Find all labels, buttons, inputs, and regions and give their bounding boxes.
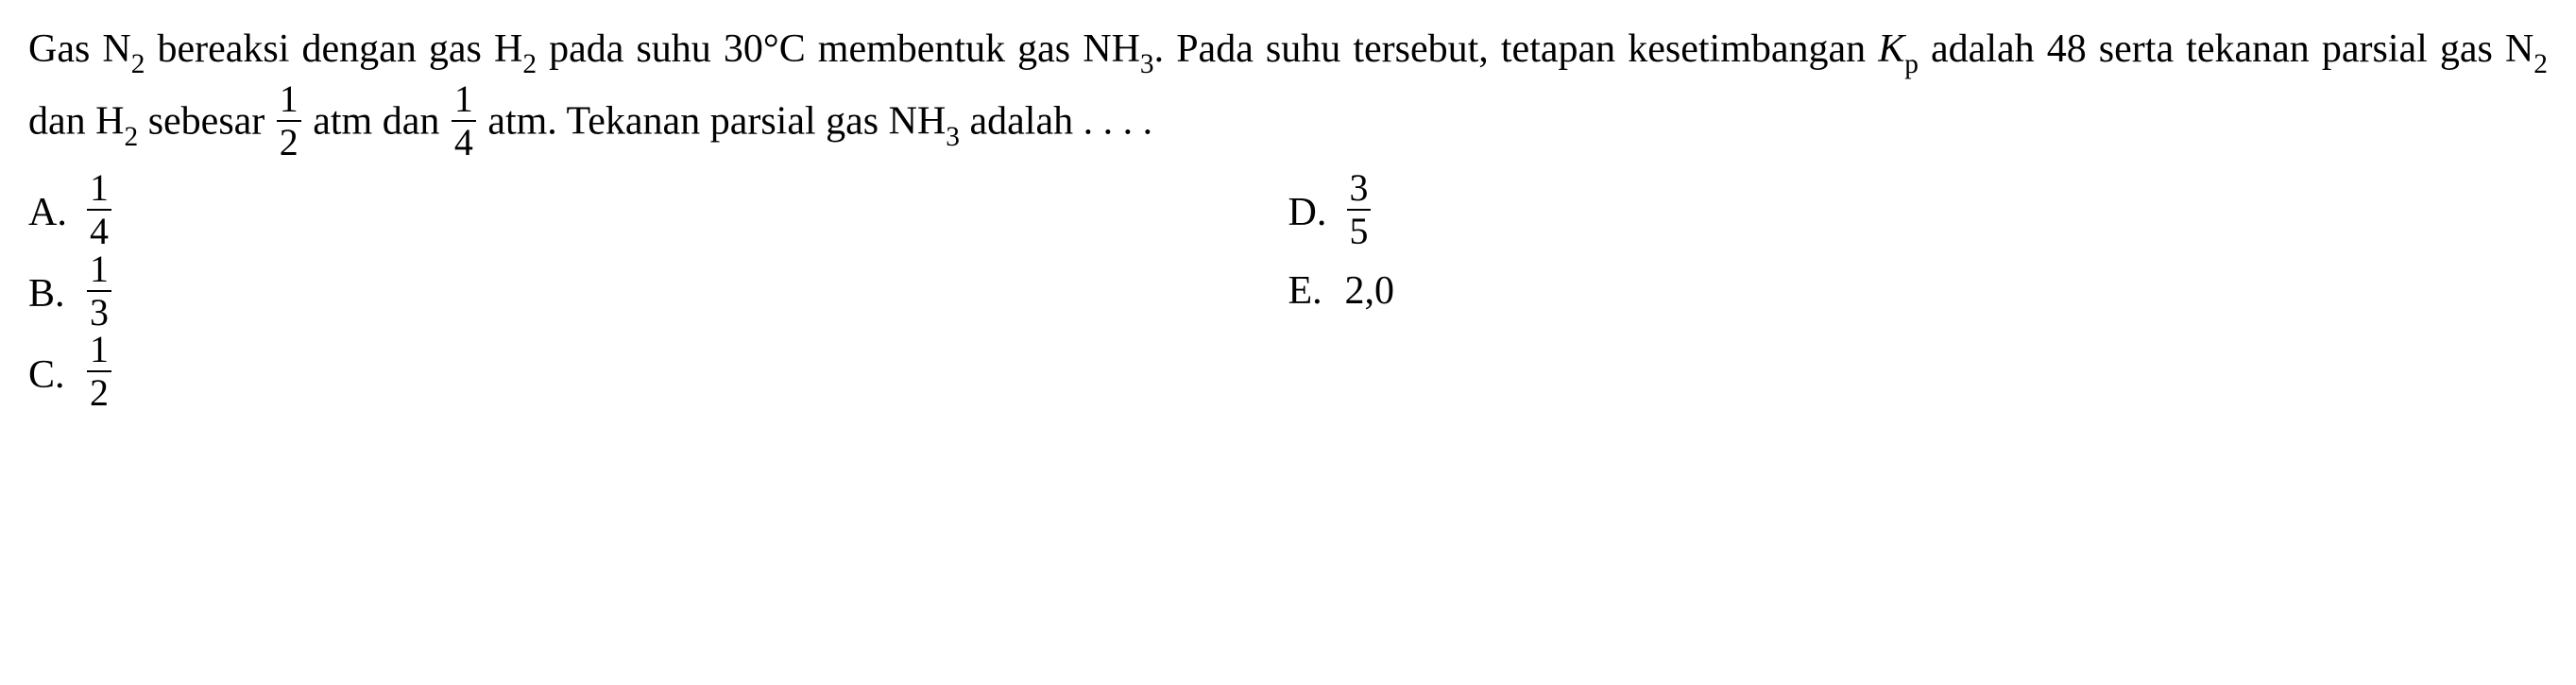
option-d: D. 3 5 xyxy=(1288,173,2549,254)
denominator: 5 xyxy=(1347,211,1372,250)
subscript-nh3: 3 xyxy=(946,122,960,152)
numerator: 1 xyxy=(87,331,111,372)
subscript-nh3: 3 xyxy=(1140,49,1154,79)
text-segment: pada suhu 30°C membentuk gas NH xyxy=(537,27,1140,71)
numerator: 1 xyxy=(87,250,111,292)
option-value-a: 1 4 xyxy=(85,173,1288,254)
options-container: A. 1 4 B. 1 3 C. xyxy=(28,173,2548,416)
text-segment: sebesar xyxy=(138,100,275,144)
options-column-right: D. 3 5 E. 2,0 xyxy=(1288,173,2549,416)
question-text: Gas N2 bereaksi dengan gas H2 pada suhu … xyxy=(28,19,2548,165)
option-value-d: 3 5 xyxy=(1345,173,2549,254)
subscript-p: p xyxy=(1904,49,1919,79)
fraction: 1 2 xyxy=(87,331,111,412)
option-label-a: A. xyxy=(28,182,85,244)
option-b: B. 1 3 xyxy=(28,254,1288,335)
denominator: 2 xyxy=(87,372,111,412)
fraction-half: 12 xyxy=(277,80,301,162)
option-e: E. 2,0 xyxy=(1288,254,2549,330)
numerator: 1 xyxy=(87,169,111,211)
option-label-c: C. xyxy=(28,345,85,406)
numerator: 1 xyxy=(452,80,476,122)
denominator: 3 xyxy=(87,292,111,332)
numerator: 3 xyxy=(1347,169,1372,211)
question-container: Gas N2 bereaksi dengan gas H2 pada suhu … xyxy=(28,19,2548,416)
option-value-e: 2,0 xyxy=(1345,261,2549,322)
subscript-h2: 2 xyxy=(522,49,537,79)
option-label-b: B. xyxy=(28,264,85,325)
option-label-e: E. xyxy=(1288,261,1345,322)
denominator: 2 xyxy=(277,122,301,162)
options-column-left: A. 1 4 B. 1 3 C. xyxy=(28,173,1288,416)
fraction-quarter: 14 xyxy=(452,80,476,162)
text-segment: bereaksi dengan gas H xyxy=(145,27,522,71)
numerator: 1 xyxy=(277,80,301,122)
option-c: C. 1 2 xyxy=(28,334,1288,416)
option-label-d: D. xyxy=(1288,182,1345,244)
option-value-b: 1 3 xyxy=(85,254,1288,335)
fraction: 1 4 xyxy=(87,169,111,250)
fraction: 3 5 xyxy=(1347,169,1372,250)
text-segment: adalah 48 serta tekanan parsial gas N xyxy=(1919,27,2533,71)
text-segment: atm dan xyxy=(303,100,450,144)
subscript-h2: 2 xyxy=(124,122,138,152)
option-a: A. 1 4 xyxy=(28,173,1288,254)
text-segment: . Pada suhu tersebut, tetapan kesetimban… xyxy=(1154,27,1879,71)
text-segment: Gas N xyxy=(28,27,131,71)
text-segment: dan H xyxy=(28,100,124,144)
subscript-n2: 2 xyxy=(2533,49,2548,79)
text-segment: adalah . . . . xyxy=(960,100,1152,144)
denominator: 4 xyxy=(87,211,111,250)
text-segment: atm. Tekanan parsial gas NH xyxy=(478,100,946,144)
denominator: 4 xyxy=(452,122,476,162)
fraction: 1 3 xyxy=(87,250,111,332)
option-value-c: 1 2 xyxy=(85,334,1288,416)
subscript-n2: 2 xyxy=(131,49,145,79)
variable-k: K xyxy=(1878,27,1904,71)
